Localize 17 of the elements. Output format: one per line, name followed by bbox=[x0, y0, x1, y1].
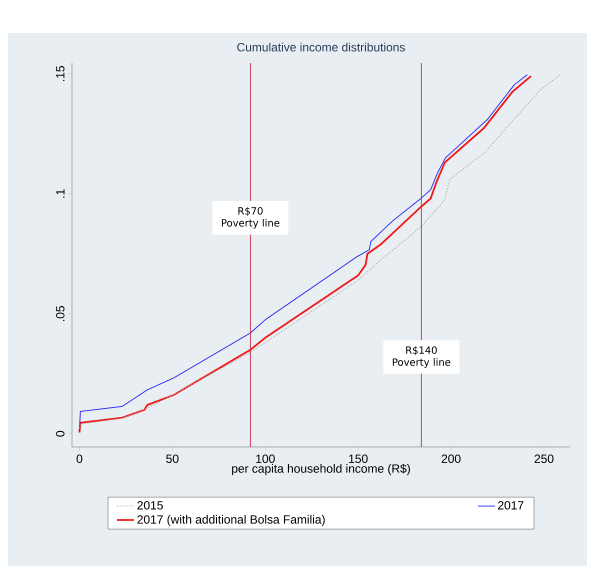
y-tick-label: .1 bbox=[56, 189, 64, 198]
x-tick-label: 0 bbox=[76, 454, 82, 463]
legend-label: 2017 (with additional Bolsa Familia) bbox=[137, 514, 325, 526]
y-tick-label: 0 bbox=[56, 430, 64, 437]
x-tick-label: 250 bbox=[534, 454, 554, 463]
x-tick-label: 50 bbox=[166, 454, 179, 463]
x-tick-label: 100 bbox=[256, 454, 275, 463]
ref-line-label: R$70 Poverty line bbox=[222, 206, 280, 229]
legend-label: 2017 bbox=[498, 501, 524, 510]
x-tick-label: 150 bbox=[349, 454, 368, 463]
legend-label: 2015 bbox=[137, 501, 163, 510]
chart-title: Cumulative income distributions bbox=[237, 42, 405, 52]
x-axis-title: per capita household income (R$) bbox=[232, 464, 410, 476]
y-tick-label: .05 bbox=[56, 306, 64, 321]
ref-line-label: R$140 Poverty line bbox=[392, 346, 450, 368]
x-tick-label: 200 bbox=[442, 454, 461, 463]
y-tick-label: .15 bbox=[56, 66, 64, 81]
